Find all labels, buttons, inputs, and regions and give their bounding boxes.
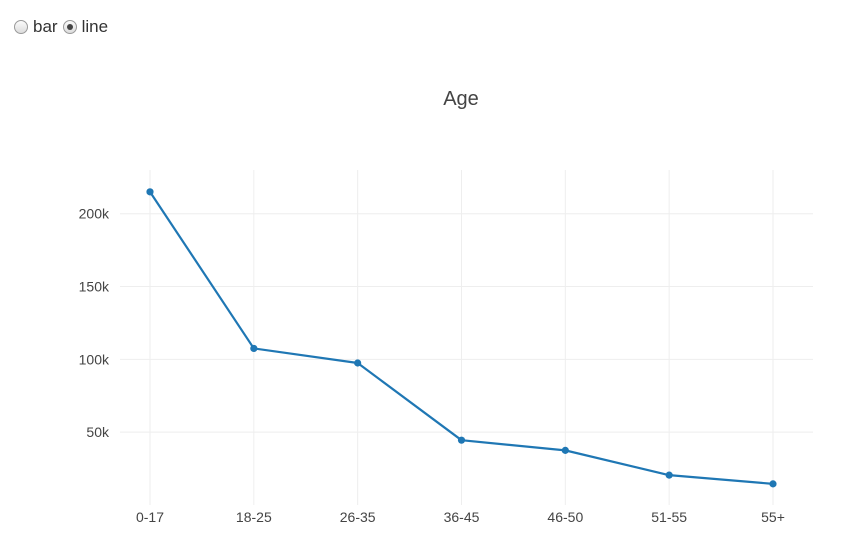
x-tick-label: 26-35 (340, 509, 376, 525)
x-tick-label: 18-25 (236, 509, 272, 525)
x-tick-label: 46-50 (547, 509, 583, 525)
x-gridlines (149, 170, 774, 505)
data-point (457, 436, 466, 444)
bar-option[interactable]: bar (14, 17, 58, 37)
y-axis-ticks: 50k 100k 150k 200k (79, 206, 110, 440)
series-layer (146, 188, 777, 488)
x-tick-label: 51-55 (651, 509, 687, 525)
line-option-label: line (81, 17, 109, 36)
data-point (354, 359, 362, 367)
bar-radio[interactable] (14, 20, 28, 34)
data-point (561, 446, 569, 454)
y-gridlines (120, 213, 813, 433)
chart-type-selector: bar line (14, 17, 113, 37)
x-tick-label: 0-17 (136, 509, 164, 525)
y-tick-label: 200k (79, 206, 110, 222)
y-tick-label: 150k (79, 279, 110, 295)
x-axis-ticks: 0-17 18-25 26-35 36-45 46-50 51-55 55+ (136, 509, 785, 525)
x-tick-label: 36-45 (444, 509, 480, 525)
data-point (665, 471, 673, 479)
data-point (250, 344, 258, 353)
x-tick-label: 55+ (761, 509, 785, 525)
line-radio[interactable] (62, 20, 77, 34)
chart-title: Age (443, 88, 479, 110)
y-tick-label: 50k (86, 424, 110, 440)
line-option[interactable]: line (62, 17, 109, 37)
y-tick-label: 100k (79, 351, 110, 367)
bar-option-label: bar (33, 17, 58, 36)
data-point (769, 480, 777, 488)
data-point (146, 188, 154, 196)
